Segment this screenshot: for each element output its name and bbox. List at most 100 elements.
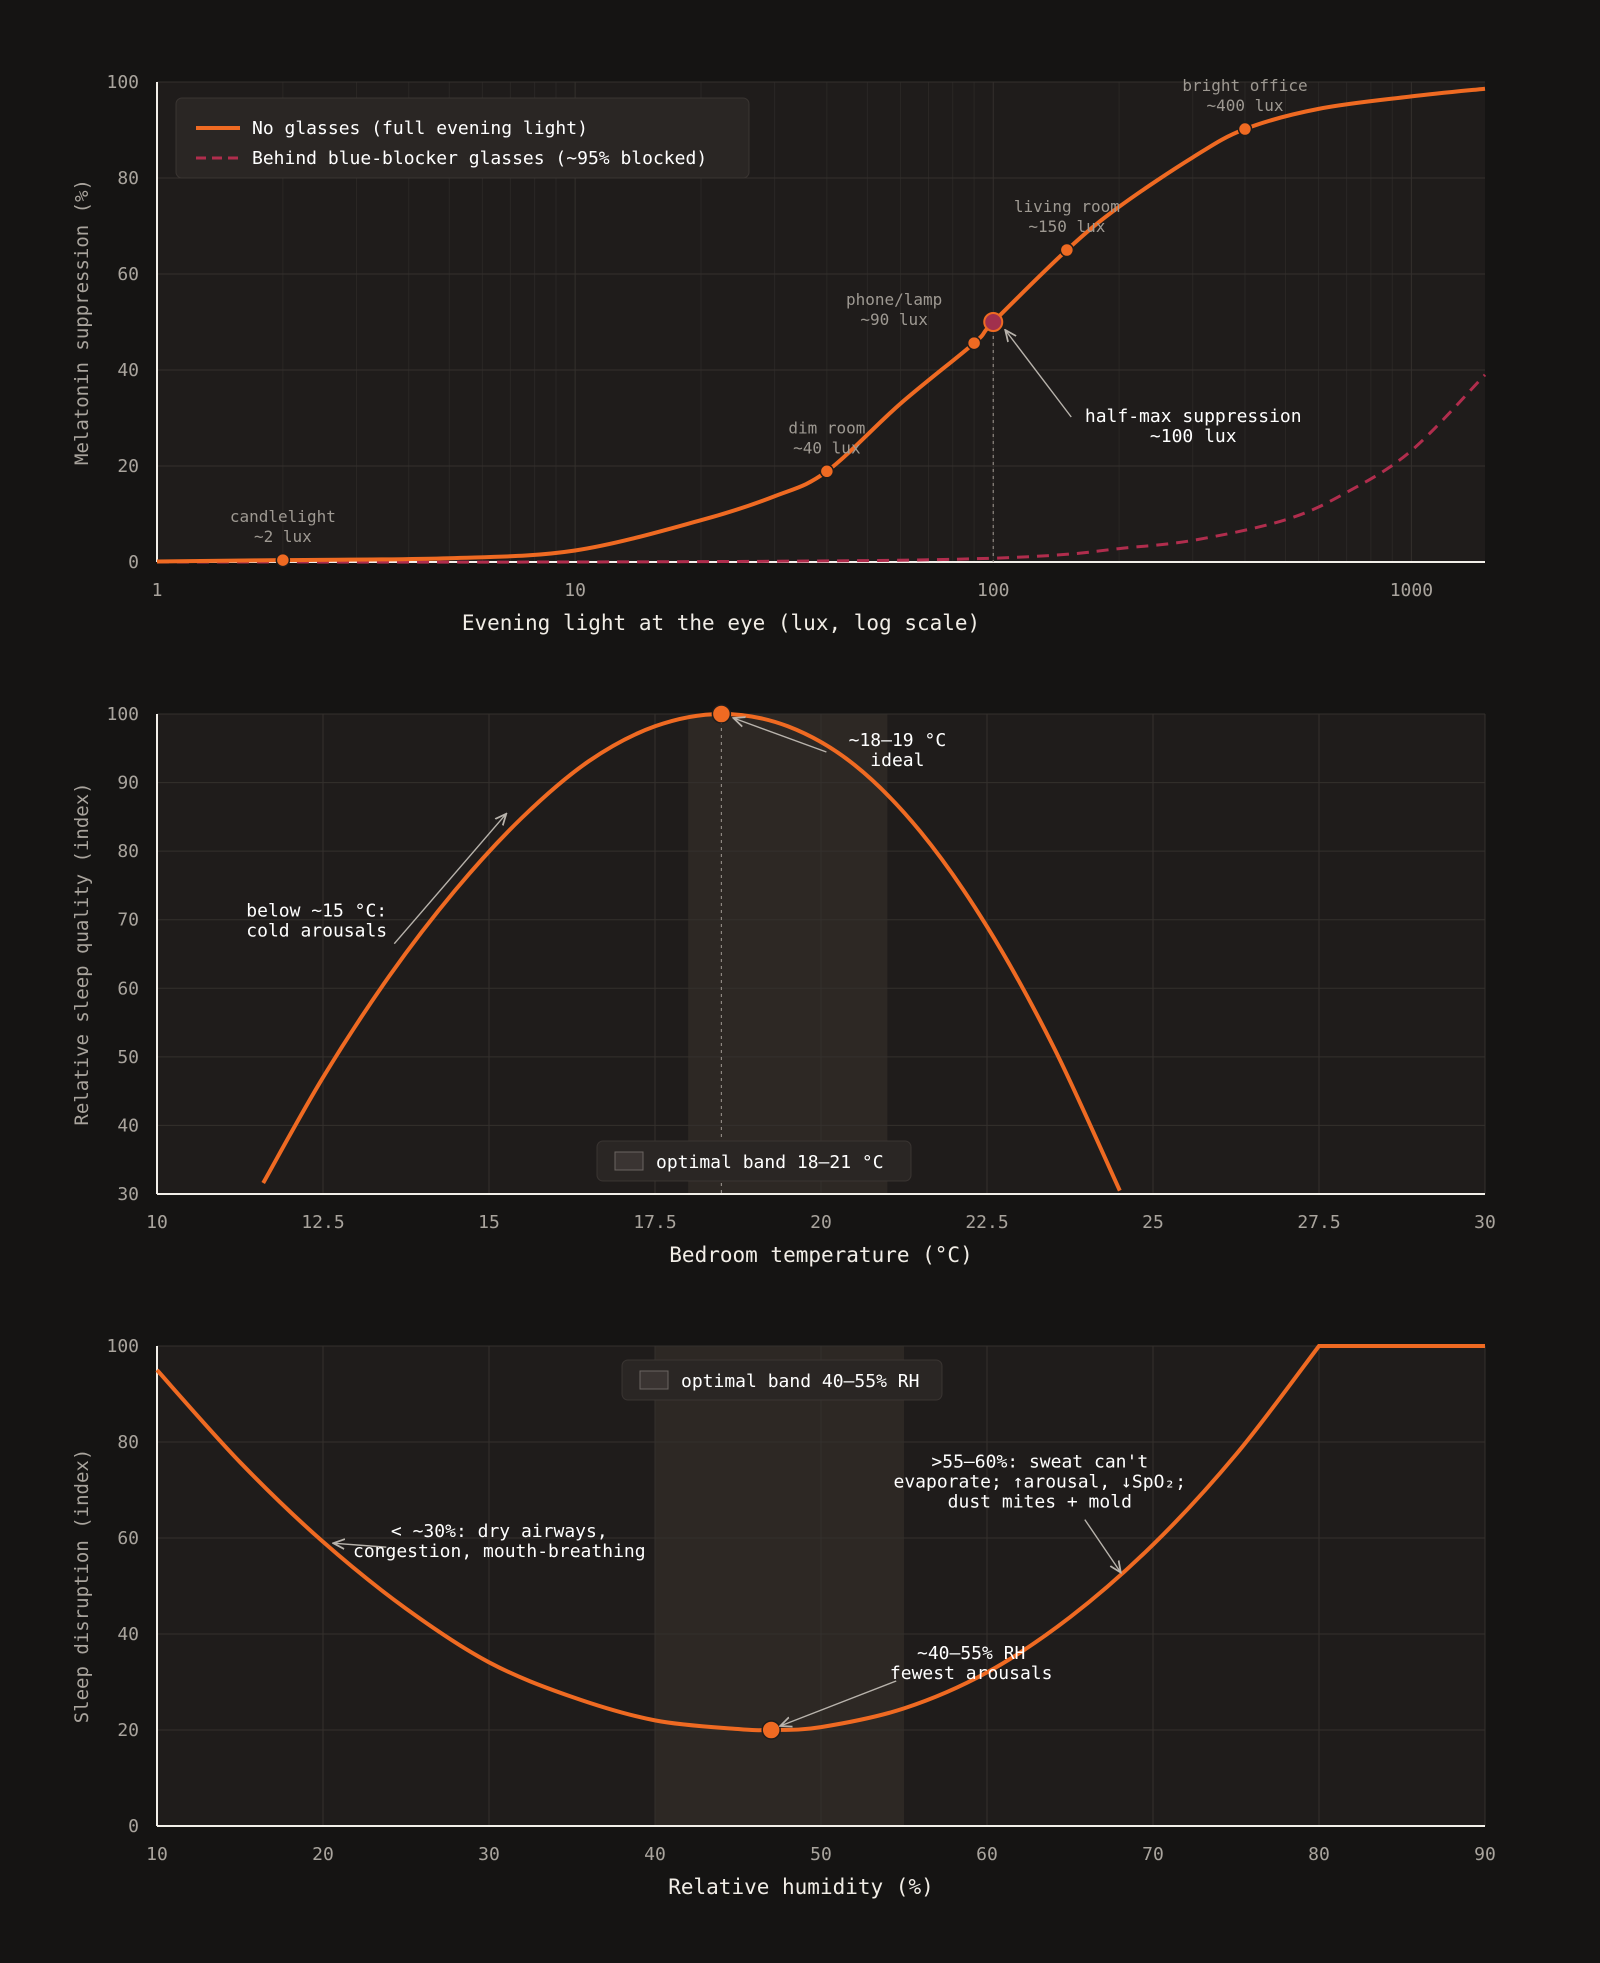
x-axis-label-3: Relative humidity (%) bbox=[668, 1875, 934, 1899]
band-legend-swatch bbox=[614, 1151, 644, 1171]
x-tick-label: 80 bbox=[1308, 1844, 1330, 1865]
ideal-annotation: ~18–19 °C ideal bbox=[849, 730, 947, 771]
y-tick-label: 80 bbox=[117, 841, 139, 862]
y-axis-label-1: Melatonin suppression (%) bbox=[71, 179, 93, 465]
lux-markers: candlelight ~2 lux dim room ~40 lux phone/la… bbox=[230, 76, 1308, 568]
y-tick-label: 20 bbox=[117, 456, 139, 477]
panel-sleep-disruption-humidity: 0 20 40 60 80 100 10 20 30 40 50 60 70 80 90 < ~30%: … bbox=[71, 1336, 1496, 1899]
x-tick-label: 25 bbox=[1142, 1212, 1164, 1233]
y-tick-label: 100 bbox=[106, 704, 139, 725]
x-tick-label: 30 bbox=[1474, 1212, 1496, 1233]
series-sleep-disruption bbox=[155, 1344, 1485, 1733]
half-max-arrow bbox=[1005, 330, 1072, 418]
panel-melatonin-suppression: 0 20 40 60 80 100 1 10 100 1000 candlelight ~2 lu… bbox=[71, 72, 1487, 635]
y-tick-label: 90 bbox=[117, 773, 139, 794]
y-tick-label: 100 bbox=[106, 1336, 139, 1357]
series-sleep-quality bbox=[261, 711, 1122, 1192]
humid-arrow bbox=[1084, 1519, 1121, 1573]
y-tick-label: 50 bbox=[117, 1047, 139, 1068]
lux-marker-label: candlelight ~2 lux bbox=[230, 507, 336, 546]
x-tick-label: 10 bbox=[146, 1212, 168, 1233]
band-legend-box bbox=[596, 1140, 912, 1182]
x-tick-label: 17.5 bbox=[633, 1212, 676, 1233]
y-tick-label: 40 bbox=[117, 360, 139, 381]
band-legend-swatch bbox=[639, 1370, 669, 1390]
minimum-marker bbox=[761, 1720, 781, 1740]
y-axis-label-3: Sleep disruption (index) bbox=[71, 1449, 93, 1724]
y-tick-label: 70 bbox=[117, 910, 139, 931]
y-tick-label: 0 bbox=[128, 552, 139, 573]
dry-air-annotation: < ~30%: dry airways, congestion, mouth-br… bbox=[353, 1521, 646, 1562]
optimal-temperature-band bbox=[688, 714, 888, 1194]
x-ticks-2: 10 12.5 15 17.5 20 22.5 25 27.5 30 bbox=[146, 1212, 1496, 1233]
x-tick-label: 30 bbox=[478, 1844, 500, 1865]
x-tick-label: 1000 bbox=[1390, 580, 1433, 601]
legend-3: optimal band 40–55% RH bbox=[621, 1359, 943, 1401]
legend-box bbox=[175, 97, 750, 179]
y-tick-label: 40 bbox=[117, 1624, 139, 1645]
y-tick-label: 20 bbox=[117, 1720, 139, 1741]
lux-marker-label: living room ~150 lux bbox=[1014, 197, 1120, 236]
y-tick-label: 60 bbox=[117, 1528, 139, 1549]
optimal-humidity-band bbox=[655, 1346, 904, 1826]
legend-label-no-glasses: No glasses (full evening light) bbox=[252, 118, 588, 139]
cold-arousals-arrow bbox=[393, 814, 506, 945]
humid-annotation: >55–60%: sweat can't evaporate; ↑arousal,… bbox=[893, 1452, 1186, 1513]
y-tick-label: 30 bbox=[117, 1184, 139, 1205]
y-axis-label-2: Relative sleep quality (index) bbox=[71, 782, 93, 1125]
x-tick-label: 1 bbox=[152, 580, 163, 601]
lux-marker-dot bbox=[966, 335, 982, 351]
band-legend-label: optimal band 18–21 °C bbox=[656, 1152, 884, 1173]
x-tick-label: 22.5 bbox=[965, 1212, 1008, 1233]
lux-marker-dot bbox=[275, 552, 291, 568]
x-ticks-1: 1 10 100 1000 bbox=[152, 580, 1433, 601]
x-tick-label: 70 bbox=[1142, 1844, 1164, 1865]
dry-air-arrow bbox=[333, 1543, 387, 1547]
x-tick-label: 50 bbox=[810, 1844, 832, 1865]
fewest-arousals-arrow bbox=[780, 1680, 897, 1726]
y-tick-label: 80 bbox=[117, 1432, 139, 1453]
x-tick-label: 10 bbox=[146, 1844, 168, 1865]
fewest-arousals-annotation: ~40–55% RH fewest arousals bbox=[890, 1643, 1053, 1684]
x-tick-label: 10 bbox=[564, 580, 586, 601]
y-ticks-1: 0 20 40 60 80 100 bbox=[106, 72, 139, 573]
y-ticks-2: 30 40 50 60 70 80 90 100 bbox=[106, 704, 139, 1205]
panel-sleep-quality-temperature: 30 40 50 60 70 80 90 100 10 12.5 15 17.5 20 22.5 25 27… bbox=[71, 704, 1496, 1267]
y-ticks-3: 0 20 40 60 80 100 bbox=[106, 1336, 139, 1837]
x-axis-label-1: Evening light at the eye (lux, log scale… bbox=[462, 611, 980, 635]
lux-marker-label: bright office ~400 lux bbox=[1182, 76, 1307, 115]
x-tick-label: 90 bbox=[1474, 1844, 1496, 1865]
lux-marker-label: phone/lamp ~90 lux bbox=[846, 290, 942, 329]
series-blue-blocker bbox=[156, 373, 1487, 564]
y-tick-label: 0 bbox=[128, 1816, 139, 1837]
band-legend-label: optimal band 40–55% RH bbox=[681, 1371, 919, 1392]
x-tick-label: 40 bbox=[644, 1844, 666, 1865]
ideal-arrow bbox=[733, 718, 827, 753]
x-tick-label: 12.5 bbox=[301, 1212, 344, 1233]
cold-arousals-annotation: below ~15 °C: cold arousals bbox=[246, 901, 387, 942]
x-tick-label: 20 bbox=[810, 1212, 832, 1233]
x-tick-label: 20 bbox=[312, 1844, 334, 1865]
band-legend-box bbox=[621, 1359, 943, 1401]
legend-label-blue-blocker: Behind blue-blocker glasses (~95% blocke… bbox=[252, 148, 707, 169]
legend-1: No glasses (full evening light) Behind b… bbox=[175, 97, 750, 179]
x-axis-label-2: Bedroom temperature (°C) bbox=[669, 1243, 972, 1267]
lux-marker-dot bbox=[1059, 242, 1075, 258]
lux-marker-label: dim room ~40 lux bbox=[788, 418, 865, 457]
half-max-marker bbox=[983, 312, 1004, 332]
peak-marker bbox=[711, 704, 732, 724]
legend-2: optimal band 18–21 °C bbox=[596, 1140, 912, 1182]
lux-marker-dot bbox=[1237, 121, 1253, 137]
half-max-annotation: half-max suppression ~100 lux bbox=[1085, 406, 1302, 447]
x-tick-label: 15 bbox=[478, 1212, 500, 1233]
x-ticks-3: 10 20 30 40 50 60 70 80 90 bbox=[146, 1844, 1496, 1865]
y-tick-label: 60 bbox=[117, 264, 139, 285]
y-tick-label: 100 bbox=[106, 72, 139, 93]
x-tick-label: 60 bbox=[976, 1844, 998, 1865]
x-tick-label: 100 bbox=[977, 580, 1010, 601]
lux-marker-dot bbox=[819, 464, 835, 479]
y-tick-label: 80 bbox=[117, 168, 139, 189]
y-tick-label: 60 bbox=[117, 978, 139, 999]
x-tick-label: 27.5 bbox=[1297, 1212, 1340, 1233]
